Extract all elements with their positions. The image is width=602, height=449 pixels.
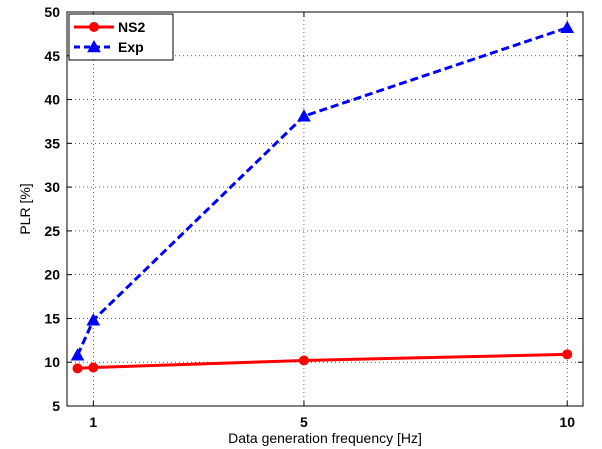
series-ns2 bbox=[72, 349, 573, 374]
grid-lines bbox=[67, 12, 583, 406]
y-tick-label: 15 bbox=[44, 310, 60, 326]
y-tick-label: 20 bbox=[44, 267, 60, 283]
y-tick-label: 10 bbox=[44, 354, 60, 370]
legend-item-ns2: NS2 bbox=[74, 19, 145, 35]
exp-line bbox=[76, 26, 568, 356]
exp-point bbox=[86, 313, 101, 326]
y-tick-label: 35 bbox=[44, 135, 60, 151]
ns2-point bbox=[298, 355, 309, 366]
data-series bbox=[70, 20, 575, 374]
plot-frame bbox=[66, 11, 584, 407]
exp-point bbox=[70, 348, 85, 361]
legend-marker-ns2 bbox=[89, 22, 99, 32]
legend-box bbox=[68, 13, 174, 61]
ns2-point bbox=[72, 363, 83, 374]
ns2-point bbox=[88, 362, 99, 373]
x-tick-label: 1 bbox=[89, 414, 97, 430]
y-tick-label: 25 bbox=[44, 223, 60, 239]
x-tick-label: 5 bbox=[300, 414, 308, 430]
legend-label-ns2: NS2 bbox=[118, 19, 145, 35]
y-tick-label: 40 bbox=[44, 92, 60, 108]
x-tick-label: 10 bbox=[559, 414, 575, 430]
legend-marker-exp bbox=[87, 39, 101, 53]
x-axis-label: Data generation frequency [Hz] bbox=[228, 430, 422, 446]
legend-label-exp: Exp bbox=[118, 39, 144, 55]
exp-point bbox=[560, 20, 575, 34]
legend-item-exp: Exp bbox=[74, 39, 144, 55]
exp-point bbox=[297, 109, 311, 122]
y-tick-label: 30 bbox=[44, 179, 60, 195]
y-tick-label: 50 bbox=[44, 4, 60, 20]
ns2-line bbox=[77, 352, 568, 370]
legend: NS2 Exp bbox=[68, 13, 174, 61]
ns2-point bbox=[562, 349, 573, 360]
y-tick-label: 45 bbox=[44, 48, 60, 64]
y-axis-label: PLR [%] bbox=[17, 183, 33, 234]
series-exp bbox=[70, 20, 575, 361]
y-tick-label: 5 bbox=[52, 398, 60, 414]
